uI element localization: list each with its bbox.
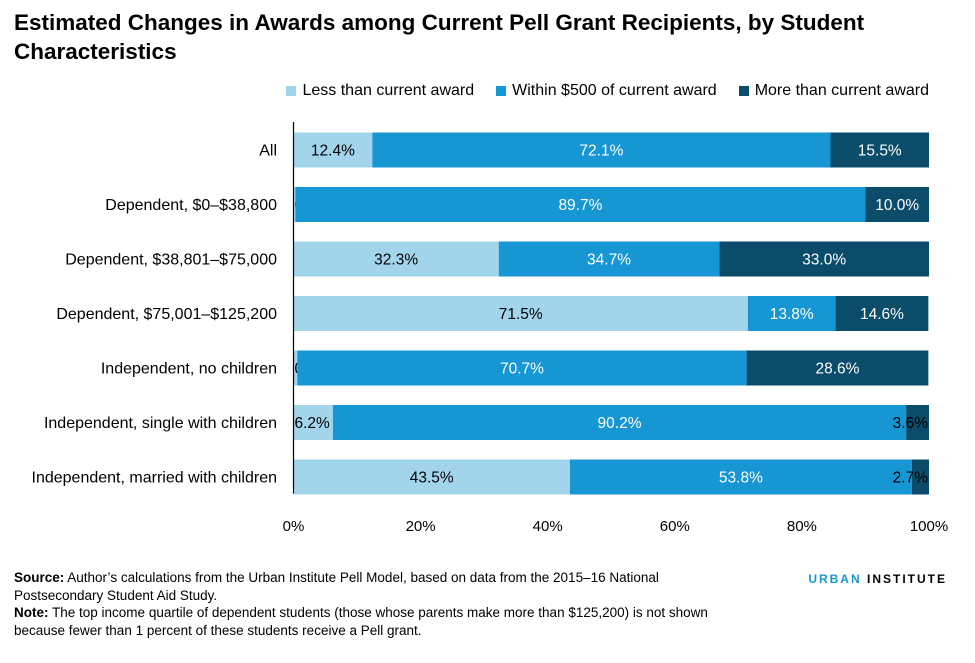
x-tick-label: 0% bbox=[283, 518, 305, 535]
data-label-less: 71.5% bbox=[499, 306, 543, 323]
data-label-more: 33.0% bbox=[802, 252, 846, 269]
note: Note: The top income quartile of depende… bbox=[14, 604, 734, 639]
legend-item-more: More than current award bbox=[738, 81, 929, 101]
legend-swatch-less bbox=[286, 86, 297, 96]
bar-segment-within bbox=[295, 187, 866, 222]
data-label-less: 12.4% bbox=[311, 143, 355, 160]
note-label: Note: bbox=[14, 605, 49, 620]
bar-segment-more bbox=[746, 350, 929, 386]
footer: Source: Author’s calculations from the U… bbox=[14, 569, 734, 639]
bar-segment-less bbox=[293, 459, 570, 495]
bar-segment-less bbox=[293, 296, 748, 331]
bar-segment-less bbox=[293, 187, 296, 222]
x-tick-label: 20% bbox=[406, 518, 436, 535]
legend-label-within: Within $500 of current award bbox=[512, 82, 717, 99]
bar-segment-less bbox=[293, 405, 333, 440]
bar-segment-within bbox=[747, 296, 836, 331]
data-label-within: 13.8% bbox=[770, 306, 814, 323]
source-label: Source: bbox=[14, 570, 65, 585]
bar-segment-more bbox=[906, 405, 929, 440]
data-label-within: 34.7% bbox=[587, 252, 631, 269]
data-label-more: 28.6% bbox=[816, 361, 860, 378]
data-label-less: 6.2% bbox=[295, 415, 331, 432]
x-tick-label: 40% bbox=[533, 518, 563, 535]
bar-segment-more bbox=[719, 241, 929, 277]
bar-segment-within bbox=[372, 132, 831, 168]
data-label-more: 10.0% bbox=[875, 197, 919, 214]
bar-segment-within bbox=[297, 350, 747, 386]
urban-institute-logo: URBAN INSTITUTE bbox=[808, 572, 947, 586]
data-label-less: 32.3% bbox=[374, 252, 418, 269]
x-tick-label: 80% bbox=[787, 518, 817, 535]
bar-segment-less bbox=[293, 241, 499, 277]
legend: Less than current award Within $500 of c… bbox=[286, 81, 929, 101]
bar-segment-more bbox=[865, 187, 929, 222]
x-tick-label: 100% bbox=[910, 518, 948, 535]
data-label-within: 53.8% bbox=[719, 470, 763, 487]
data-label-within: 72.1% bbox=[579, 143, 623, 160]
source-note: Source: Author’s calculations from the U… bbox=[14, 569, 734, 604]
data-label-less: 43.5% bbox=[410, 470, 454, 487]
chart-title: Estimated Changes in Awards among Curren… bbox=[14, 10, 865, 64]
bar-segment-less bbox=[293, 350, 298, 386]
legend-swatch-within bbox=[496, 86, 507, 96]
bar-segment-more bbox=[911, 459, 929, 495]
bar-segment-within bbox=[332, 405, 907, 440]
category-label: Dependent, $38,801–$75,000 bbox=[65, 252, 277, 269]
category-label: Independent, single with children bbox=[44, 415, 277, 432]
data-label-more: 3.6% bbox=[893, 415, 929, 432]
category-label: All bbox=[259, 143, 277, 160]
bar-segment-within bbox=[498, 241, 720, 277]
legend-item-within: Within $500 of current award bbox=[496, 81, 717, 101]
data-label-within: 70.7% bbox=[500, 361, 544, 378]
category-label: Independent, no children bbox=[101, 361, 277, 378]
bar-segment-more bbox=[835, 296, 929, 331]
data-label-more: 14.6% bbox=[860, 306, 904, 323]
bar-segment-within bbox=[569, 459, 912, 495]
x-tick-label: 60% bbox=[660, 518, 690, 535]
source-text: Author’s calculations from the Urban Ins… bbox=[14, 570, 659, 603]
data-label-within: 90.2% bbox=[598, 415, 642, 432]
data-label-more: 2.7% bbox=[893, 470, 929, 487]
legend-swatch-more bbox=[738, 86, 749, 96]
category-label: Dependent, $0–$38,800 bbox=[105, 197, 277, 214]
bar-segment-less bbox=[293, 132, 373, 168]
logo-urban: URBAN bbox=[808, 572, 862, 586]
category-label: Independent, married with children bbox=[32, 470, 277, 487]
legend-label-less: Less than current award bbox=[302, 82, 475, 99]
legend-item-less: Less than current award bbox=[286, 81, 474, 101]
note-text: The top income quartile of dependent stu… bbox=[14, 605, 708, 638]
data-label-within: 89.7% bbox=[558, 197, 602, 214]
bar-segment-more bbox=[830, 132, 929, 168]
data-label-more: 15.5% bbox=[858, 143, 902, 160]
category-label: Dependent, $75,001–$125,200 bbox=[56, 306, 277, 323]
logo-institute: INSTITUTE bbox=[867, 572, 947, 586]
legend-label-more: More than current award bbox=[754, 82, 929, 99]
